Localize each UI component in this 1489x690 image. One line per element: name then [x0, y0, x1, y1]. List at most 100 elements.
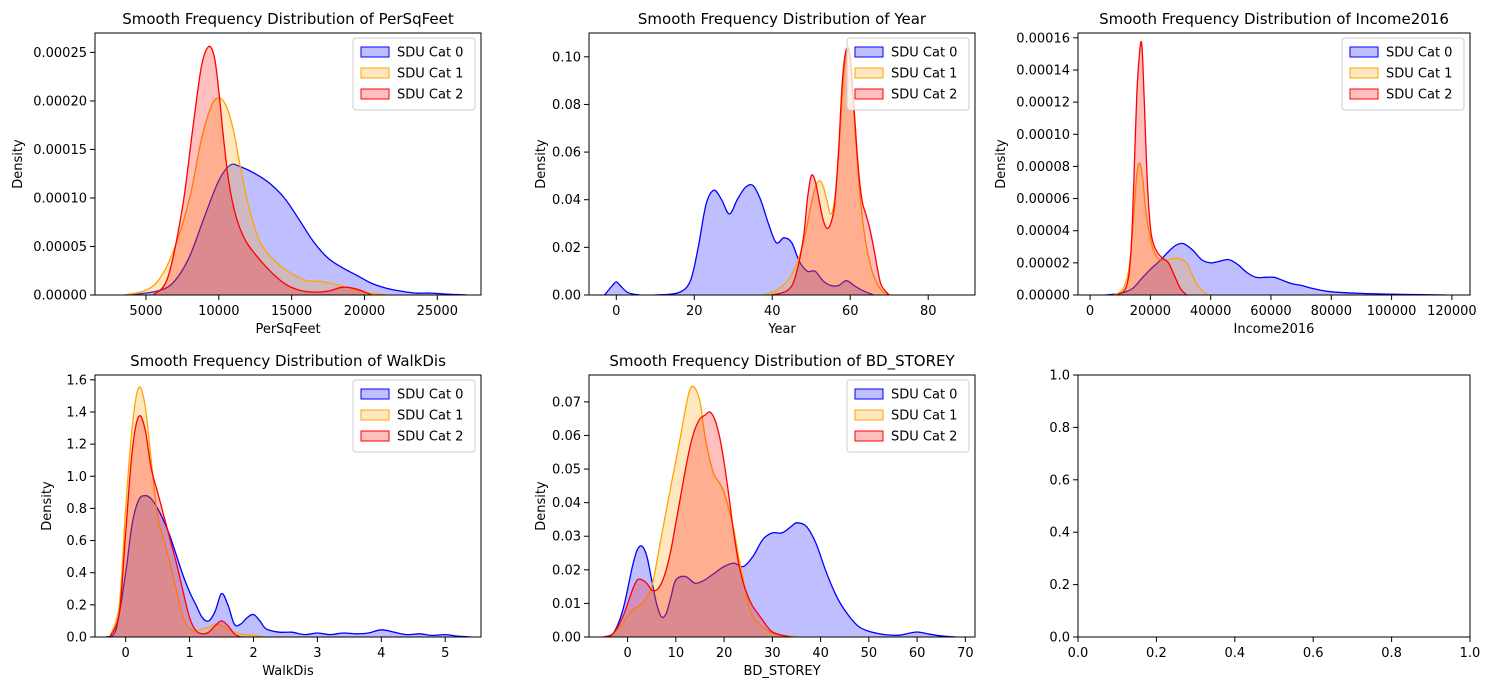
- x-tick-label: 0.0: [1068, 646, 1089, 661]
- x-tick-label: 4: [377, 646, 385, 661]
- x-axis-label: WalkDis: [262, 664, 314, 679]
- y-tick-label: 1.2: [66, 438, 87, 453]
- legend-swatch: [360, 430, 390, 442]
- x-axis-label: Income2016: [1234, 322, 1315, 337]
- y-tick-label: 0.00: [552, 631, 581, 646]
- legend-swatch: [854, 88, 884, 100]
- chart-title: Smooth Frequency Distribution of WalkDis: [130, 352, 446, 370]
- legend-label: SDU Cat 0: [397, 46, 463, 61]
- density-line-cat-1: [603, 385, 797, 637]
- subplot-5: 0.0 0.2 0.4 0.6 0.8 1.0 0.0 0.2 0.4 0.6 0.8 1.0: [1049, 369, 1480, 662]
- y-axis-label: Density: [40, 481, 55, 531]
- x-tick-label: 20: [686, 304, 703, 319]
- x-tick-label: 50: [861, 646, 878, 661]
- x-tick-label: 0.4: [1224, 646, 1245, 661]
- legend-label: SDU Cat 2: [1386, 88, 1452, 103]
- legend: SDU Cat 0 SDU Cat 1 SDU Cat 2: [846, 37, 970, 111]
- legend-swatch: [854, 430, 884, 442]
- density-line-cat-0: [131, 163, 467, 295]
- y-tick-label: 1.0: [1049, 369, 1070, 384]
- legend-box: [846, 379, 970, 453]
- density-line-cat-2: [109, 415, 241, 637]
- y-tick-label: 1.6: [66, 373, 87, 388]
- x-tick-label: 60: [842, 304, 859, 319]
- legend-label: SDU Cat 1: [891, 67, 957, 82]
- legend-label: SDU Cat 2: [891, 88, 957, 103]
- y-tick-label: 0.06: [552, 146, 581, 161]
- legend-label: SDU Cat 0: [891, 388, 957, 403]
- legend-swatch: [360, 67, 390, 79]
- y-tick-label: 0.8: [66, 502, 87, 517]
- x-axis-label: PerSqFeet: [255, 322, 320, 337]
- y-tick-label: 0.8: [1049, 421, 1070, 436]
- axes-frame: [94, 32, 482, 296]
- density-area-cat-2: [109, 415, 241, 637]
- y-tick-label: 0.0: [66, 631, 87, 646]
- axes-frame: [1077, 32, 1471, 296]
- x-tick-label: 5000: [129, 304, 162, 319]
- density-area-cat-0: [1105, 243, 1446, 295]
- legend-label: SDU Cat 0: [891, 46, 957, 61]
- legend-swatch: [360, 46, 390, 58]
- x-tick-label: 0.6: [1303, 646, 1324, 661]
- x-tick-label: 40: [764, 304, 781, 319]
- y-tick-label: 0.00006: [1016, 192, 1070, 207]
- y-tick-label: 0.4: [1049, 526, 1070, 541]
- y-tick-label: 0.00: [552, 289, 581, 304]
- legend-swatch: [360, 409, 390, 421]
- legend-label: SDU Cat 2: [397, 88, 463, 103]
- axes-frame: [588, 32, 976, 296]
- density-line-cat-1: [123, 97, 387, 295]
- x-tick-label: 100000: [1367, 304, 1417, 319]
- x-tick-label: 0: [1086, 304, 1094, 319]
- x-tick-label: 20000: [344, 304, 385, 319]
- x-tick-label: 10: [668, 646, 685, 661]
- y-tick-label: 0.10: [552, 50, 581, 65]
- series-layer: [123, 45, 467, 295]
- y-axis-label: Density: [11, 139, 26, 189]
- density-line-cat-2: [772, 46, 890, 295]
- y-tick-label: 0.02: [552, 241, 581, 256]
- subplot-3: 0 1 2 3 4 5 0.0 0.2 0.4 0.6 0.8 1.0 1.2 1.4 1.6 Smooth …: [40, 352, 482, 679]
- legend-label: SDU Cat 1: [891, 409, 957, 424]
- y-tick-label: 0.06: [552, 429, 581, 444]
- y-tick-label: 0.0: [1049, 631, 1070, 646]
- y-tick-label: 0.04: [552, 496, 581, 511]
- legend-box: [846, 37, 970, 111]
- subplot-0: 5000 10000 15000 20000 25000 0.00000 0.00005 0.…: [11, 10, 482, 337]
- legend-swatch: [1349, 88, 1379, 100]
- y-tick-label: 0.00015: [33, 143, 87, 158]
- y-axis-label: Density: [534, 139, 549, 189]
- legend-swatch: [1349, 67, 1379, 79]
- subplot-1: 0 20 40 60 80 0.00 0.02 0.04 0.06 0.08 0.10 Smooth …: [534, 10, 976, 337]
- legend-label: SDU Cat 1: [397, 409, 463, 424]
- legend: SDU Cat 0 SDU Cat 1 SDU Cat 2: [1341, 37, 1465, 111]
- y-tick-label: 0.04: [552, 193, 581, 208]
- axes-frame: [94, 374, 482, 638]
- x-tick-label: 80000: [1311, 304, 1352, 319]
- y-tick-label: 0.08: [552, 98, 581, 113]
- legend-box: [1341, 37, 1465, 111]
- y-tick-label: 0.00010: [33, 191, 87, 206]
- x-tick-label: 5: [441, 646, 449, 661]
- density-line-cat-2: [152, 45, 373, 295]
- x-tick-label: 80: [920, 304, 937, 319]
- axes-frame: [1077, 374, 1471, 638]
- legend: SDU Cat 0 SDU Cat 1 SDU Cat 2: [352, 379, 476, 453]
- x-tick-label: 1: [185, 646, 193, 661]
- density-area-cat-1: [603, 386, 797, 637]
- x-tick-label: 10000: [198, 304, 239, 319]
- y-tick-label: 0.00020: [33, 94, 87, 109]
- x-tick-label: 1.0: [1460, 646, 1481, 661]
- y-tick-label: 0.00025: [33, 46, 87, 61]
- y-tick-label: 0.00000: [33, 289, 87, 304]
- y-tick-label: 0.03: [552, 530, 581, 545]
- x-tick-label: 40000: [1190, 304, 1231, 319]
- legend-label: SDU Cat 1: [397, 67, 463, 82]
- density-line-cat-2: [1116, 40, 1188, 295]
- legend: SDU Cat 0 SDU Cat 1 SDU Cat 2: [352, 37, 476, 111]
- density-line-cat-0: [1105, 242, 1446, 295]
- x-tick-label: 40: [812, 646, 829, 661]
- legend-swatch: [1349, 46, 1379, 58]
